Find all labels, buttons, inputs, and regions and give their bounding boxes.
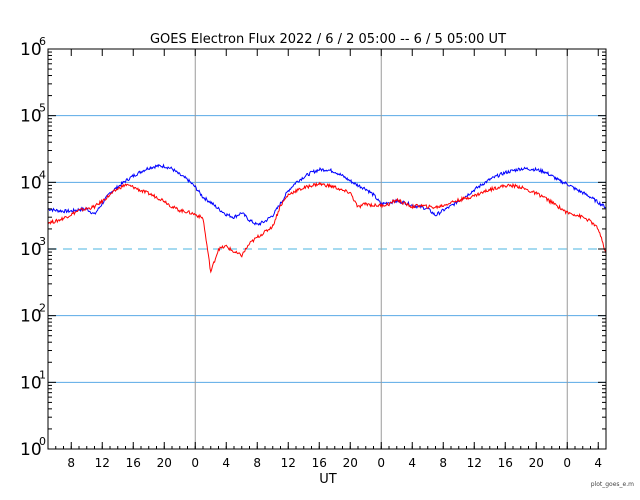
x-tick-label-16: 0 [563,456,571,470]
x-tick-label-13: 12 [467,456,482,470]
y-tick-exponent-6: 6 [39,35,46,48]
x-tick-label-4: 0 [191,456,199,470]
x-tick-label-10: 0 [377,456,385,470]
chart-title: GOES Electron Flux 2022 / 6 / 2 05:00 --… [150,32,506,47]
y-tick-label-5: 10 [20,107,42,127]
x-tick-label-12: 8 [439,456,447,470]
x-tick-label-9: 20 [343,456,358,470]
x-tick-label-6: 8 [253,456,261,470]
x-tick-label-5: 4 [222,456,230,470]
x-tick-label-3: 20 [157,456,172,470]
x-tick-label-8: 16 [312,456,327,470]
x-tick-label-15: 20 [529,456,544,470]
y-tick-exponent-4: 4 [39,168,46,181]
footer-text: plot_goes_e.m [591,481,634,488]
y-tick-exponent-0: 0 [39,435,46,448]
series-line-1 [47,181,607,274]
y-tick-label-1: 10 [20,373,42,393]
x-axis-label: UT [319,472,337,487]
y-tick-exponent-1: 1 [39,368,46,381]
x-tick-label-2: 16 [126,456,141,470]
y-tick-label-4: 10 [20,173,42,193]
y-tick-exponent-5: 5 [39,102,46,115]
x-tick-label-0: 8 [67,456,75,470]
x-tick-label-1: 12 [95,456,110,470]
x-tick-label-11: 4 [408,456,416,470]
x-tick-label-17: 4 [594,456,602,470]
x-tick-label-7: 12 [281,456,296,470]
series-line-0 [47,163,607,226]
y-tick-exponent-2: 2 [39,302,46,315]
y-tick-label-2: 10 [20,307,42,327]
y-tick-exponent-3: 3 [39,235,46,248]
x-tick-label-14: 16 [498,456,513,470]
y-tick-label-0: 10 [20,440,42,460]
y-tick-label-6: 10 [20,40,42,60]
y-tick-label-3: 10 [20,240,42,260]
